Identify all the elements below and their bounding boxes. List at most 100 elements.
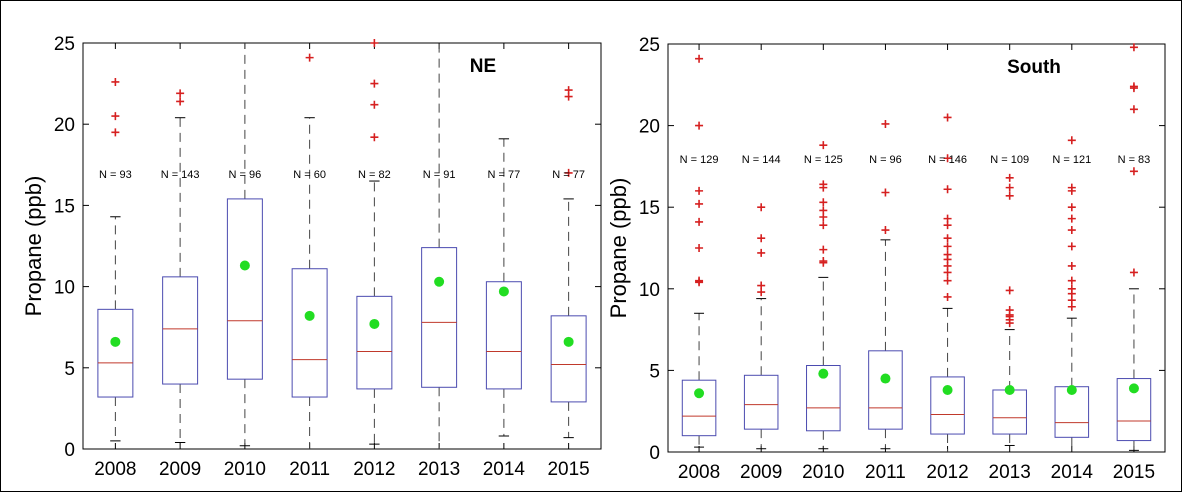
x-tick-label: 2012 xyxy=(353,459,395,480)
n-count-label: N = 77 xyxy=(552,169,585,181)
box xyxy=(992,389,1027,435)
mean-point xyxy=(880,373,891,384)
x-tick-label: 2010 xyxy=(224,459,266,480)
box xyxy=(868,350,903,430)
outlier-point xyxy=(564,86,573,95)
outlier-point xyxy=(111,77,120,86)
outlier-point xyxy=(370,39,379,47)
y-tick-label: 5 xyxy=(649,361,660,382)
outlier-point xyxy=(176,89,185,98)
outlier-point xyxy=(1067,136,1076,145)
outlier-point xyxy=(176,97,185,106)
outlier-point xyxy=(1129,105,1138,114)
outlier-point xyxy=(943,214,952,223)
outlier-point xyxy=(881,188,890,197)
y-tick-label: 25 xyxy=(639,35,660,56)
outlier-point xyxy=(1067,214,1076,223)
outlier-point xyxy=(111,112,120,121)
x-tick-label: 2008 xyxy=(678,462,720,483)
outlier-point xyxy=(695,199,704,208)
outlier-point xyxy=(943,185,952,194)
mean-point xyxy=(942,384,953,395)
outlier-point xyxy=(1129,268,1138,277)
box xyxy=(743,374,779,430)
outlier-point xyxy=(695,217,704,226)
outlier-point xyxy=(1005,183,1014,192)
outlier-point xyxy=(943,242,952,251)
n-count-label: N = 83 xyxy=(1118,154,1151,166)
y-tick-label: 20 xyxy=(639,117,660,138)
n-count-label: N = 96 xyxy=(229,169,262,181)
x-tick-label: 2011 xyxy=(289,459,330,480)
mean-point xyxy=(1128,383,1139,394)
outlier-point xyxy=(1067,242,1076,251)
outlier-point xyxy=(305,53,314,62)
outlier-point xyxy=(1005,173,1014,182)
panel-title: NE xyxy=(470,56,496,77)
y-tick-label: 25 xyxy=(54,34,75,55)
outlier-point xyxy=(819,257,828,266)
outlier-point xyxy=(1005,191,1014,200)
x-tick-label: 2012 xyxy=(926,462,968,483)
x-tick-label: 2014 xyxy=(483,459,526,480)
outlier-point xyxy=(695,186,704,195)
y-tick-label: 15 xyxy=(639,198,660,219)
x-tick-label: 2010 xyxy=(802,462,844,483)
mean-point xyxy=(1004,384,1015,395)
outlier-point xyxy=(695,54,704,63)
outlier-point xyxy=(757,248,766,257)
x-tick-label: 2015 xyxy=(1113,462,1155,483)
y-tick-label: 10 xyxy=(639,280,660,301)
outlier-point xyxy=(943,113,952,122)
box xyxy=(356,295,393,390)
n-count-label: N = 60 xyxy=(293,169,326,181)
panel-ne: 0 5 10 15 20 25 Propane (ppb) NE 2008 N = 93 2009 N… xyxy=(21,34,602,480)
n-count-label: N = 146 xyxy=(928,154,967,166)
outlier-point xyxy=(564,168,573,177)
outlier-point xyxy=(881,119,890,128)
outlier-point xyxy=(111,128,120,137)
box xyxy=(806,365,841,432)
box xyxy=(681,379,717,437)
y-axis-label: Propane (ppb) xyxy=(606,178,631,319)
outlier-point xyxy=(695,121,704,130)
y-tick-label: 15 xyxy=(54,196,75,217)
outlier-point xyxy=(695,244,704,252)
outlier-point xyxy=(943,276,952,285)
n-count-label: N = 82 xyxy=(358,169,391,181)
n-count-label: N = 93 xyxy=(99,169,132,181)
mean-point xyxy=(1066,384,1077,395)
outlier-point xyxy=(819,245,828,254)
outlier-point xyxy=(1067,203,1076,212)
n-count-label: N = 96 xyxy=(869,154,902,166)
mean-point xyxy=(110,336,121,347)
n-count-label: N = 109 xyxy=(990,154,1029,166)
box xyxy=(930,376,965,435)
y-tick-label: 5 xyxy=(64,359,75,380)
outlier-point xyxy=(1005,286,1014,295)
box xyxy=(550,315,587,403)
outlier-point xyxy=(819,198,828,207)
box xyxy=(291,268,328,398)
outlier-point xyxy=(881,226,890,235)
x-tick-label: 2014 xyxy=(1051,462,1094,483)
mean-point xyxy=(498,286,509,297)
outlier-point xyxy=(1129,82,1138,91)
n-count-label: N = 121 xyxy=(1052,154,1091,166)
outlier-point xyxy=(1067,261,1076,270)
n-count-label: N = 143 xyxy=(161,169,200,181)
y-tick-label: 10 xyxy=(54,278,75,299)
x-tick-label: 2011 xyxy=(865,462,906,483)
mean-point xyxy=(304,310,315,321)
outlier-point xyxy=(1067,183,1076,192)
y-axis-label: Propane (ppb) xyxy=(21,176,46,317)
outlier-point xyxy=(819,221,828,230)
box xyxy=(421,247,458,388)
y-tick-label: 20 xyxy=(54,115,75,136)
outlier-point xyxy=(819,141,828,150)
mean-point xyxy=(369,318,380,329)
outlier-point xyxy=(1129,167,1138,176)
box xyxy=(162,276,199,385)
n-count-label: N = 77 xyxy=(488,169,521,181)
